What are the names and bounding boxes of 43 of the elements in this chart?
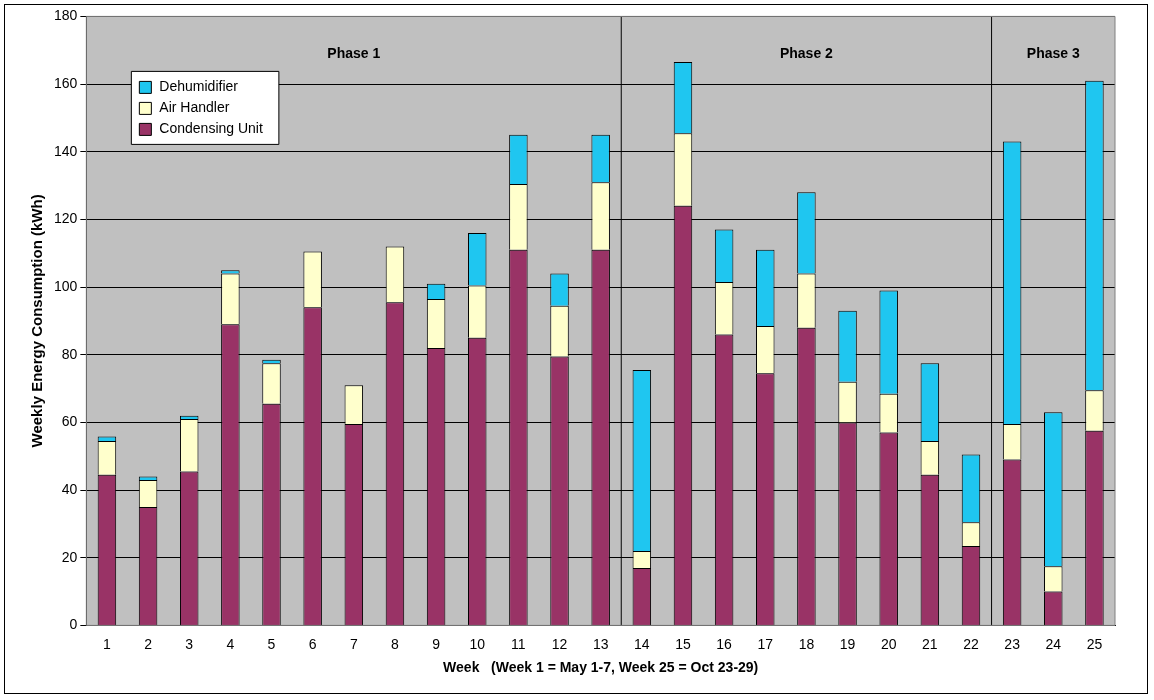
x-tick-label: 2: [144, 635, 153, 652]
y-tick-label: 100: [54, 277, 78, 294]
x-axis-title: Week (Week 1 = May 1-7, Week 25 = Oct 23-29): [443, 659, 759, 676]
x-tick-label: 20: [880, 635, 897, 652]
legend-label: Condensing Unit: [159, 120, 263, 137]
x-tick-label: 23: [1004, 635, 1021, 652]
x-tick-label: 25: [1086, 635, 1103, 652]
y-tick-label: 120: [54, 210, 78, 227]
x-tick-label: 10: [469, 635, 486, 652]
x-tick-label: 15: [675, 635, 691, 652]
x-tick-label: 12: [551, 635, 568, 652]
x-tick-label: 11: [511, 635, 526, 652]
legend-label: Air Handler: [159, 99, 230, 116]
y-axis-title: Weekly Energy Consumption (kWh): [28, 194, 46, 448]
band-label: Phase 1: [327, 45, 381, 62]
band-label: Phase 2: [779, 45, 834, 62]
y-tick-label: 180: [54, 7, 78, 24]
x-tick-label: 21: [922, 635, 938, 652]
x-tick-label: 8: [391, 635, 400, 652]
x-tick-label: 6: [308, 635, 317, 652]
x-tick-label: 5: [267, 635, 276, 652]
y-tick-label: 160: [54, 74, 78, 91]
x-tick-label: 24: [1045, 635, 1062, 652]
x-tick-label: 9: [432, 635, 441, 652]
x-tick-label: 14: [634, 635, 650, 652]
x-tick-label: 1: [103, 635, 112, 652]
y-tick-label: 0: [69, 616, 78, 633]
y-tick-label: 60: [61, 413, 78, 430]
x-tick-label: 19: [839, 635, 856, 652]
x-tick-label: 7: [349, 635, 358, 652]
x-tick-label: 4: [226, 635, 235, 652]
band-label: Phase 3: [1026, 45, 1080, 62]
x-tick-label: 17: [757, 635, 774, 652]
legend-label: Dehumidifier: [159, 78, 239, 95]
y-tick-label: 20: [61, 548, 78, 565]
y-tick-label: 140: [54, 142, 78, 159]
x-tick-label: 22: [963, 635, 979, 652]
x-tick-label: 3: [185, 635, 194, 652]
x-tick-label: 13: [592, 635, 609, 652]
y-tick-label: 80: [61, 345, 78, 362]
x-tick-label: 16: [716, 635, 733, 652]
x-tick-label: 18: [798, 635, 815, 652]
y-tick-label: 40: [61, 480, 78, 497]
